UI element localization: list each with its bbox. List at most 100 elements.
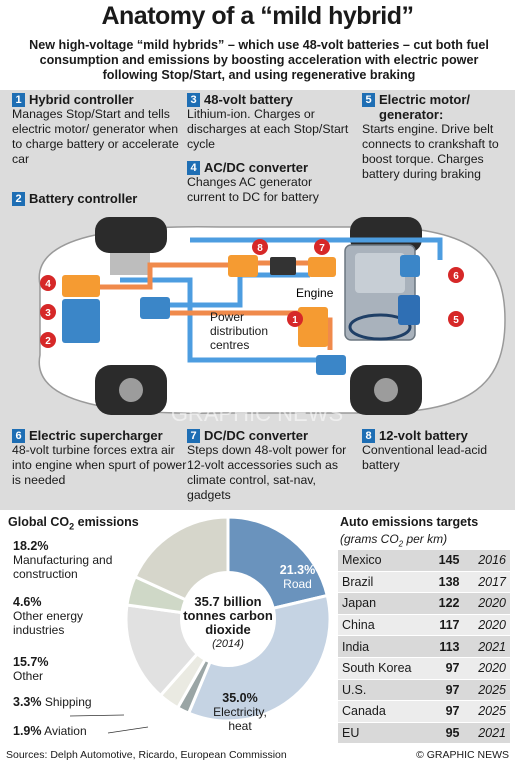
pie-label-manufacturing: 18.2% Manufacturing and construction bbox=[13, 539, 143, 581]
targets-title: Auto emissions targets bbox=[340, 515, 479, 529]
year-cell: 2025 bbox=[463, 700, 510, 723]
marker-6-text: 6 bbox=[453, 271, 459, 282]
pie-label-other: 15.7% Other bbox=[13, 655, 93, 683]
battery-12v-box bbox=[270, 257, 296, 275]
subtitle: New high-voltage “mild hybrids” – which … bbox=[29, 38, 489, 82]
car-diagram: Engine Power distribution centres 4 3 2 … bbox=[38, 217, 506, 425]
shipping-label: Shipping bbox=[44, 695, 92, 709]
targets-subtitle-text: (grams CO bbox=[340, 532, 399, 546]
energy-label: Other energy industries bbox=[13, 609, 84, 637]
table-row: Japan 122 2020 bbox=[338, 592, 510, 615]
pie-center-label: 35.7 billion tonnes carbon dioxide (2014… bbox=[178, 595, 278, 651]
callout-heading: 48-volt battery bbox=[204, 92, 293, 107]
energy-pct: 4.6% bbox=[13, 595, 42, 609]
table-row: Mexico 145 2016 bbox=[338, 550, 510, 572]
country-cell: China bbox=[338, 614, 426, 637]
table-row: South Korea 97 2020 bbox=[338, 657, 510, 680]
number-badge: 2 bbox=[12, 191, 25, 206]
aviation-pct: 1.9% bbox=[13, 724, 42, 738]
value-cell: 95 bbox=[426, 722, 464, 745]
watermark: GRAPHIC NEWS bbox=[171, 401, 343, 425]
pie-label-road: 21.3% Road bbox=[270, 563, 325, 591]
road-pct: 21.3% bbox=[279, 563, 316, 577]
callout-supercharger: 6 Electric supercharger 48-volt turbine f… bbox=[12, 428, 187, 488]
electricity-label: Electricity, heat bbox=[213, 705, 267, 733]
callout-text: Conventional lead-acid battery bbox=[362, 443, 488, 472]
marker-1-text: 1 bbox=[292, 315, 298, 326]
marker-4-text: 4 bbox=[45, 279, 51, 290]
value-cell: 113 bbox=[426, 635, 464, 658]
engine-block bbox=[344, 244, 420, 341]
pie-label-aviation: 1.9% Aviation bbox=[13, 724, 123, 738]
marker-1 bbox=[287, 311, 303, 327]
marker-4 bbox=[40, 275, 56, 291]
manufacturing-label: Manufacturing and construction bbox=[13, 553, 113, 581]
marker-5-text: 5 bbox=[453, 315, 459, 326]
year-cell: 2020 bbox=[463, 592, 510, 615]
battery-controller-box bbox=[140, 297, 170, 319]
callout-text: Starts engine. Drive belt connects to cr… bbox=[362, 122, 499, 181]
callout-text: Manages Stop/Start and tells electric mo… bbox=[12, 107, 179, 166]
year-cell: 2025 bbox=[463, 679, 510, 702]
road-label: Road bbox=[283, 577, 312, 591]
country-cell: Mexico bbox=[338, 550, 426, 572]
table-row: China 117 2020 bbox=[338, 614, 510, 637]
table-row: Canada 97 2025 bbox=[338, 700, 510, 723]
shipping-pct: 3.3% bbox=[13, 695, 42, 709]
year-cell: 2021 bbox=[463, 722, 510, 745]
number-badge: 6 bbox=[12, 428, 25, 443]
wheel-front-right bbox=[350, 217, 422, 253]
callout-heading: 12-volt battery bbox=[379, 428, 468, 443]
other-pct: 15.7% bbox=[13, 655, 49, 669]
targets-subtitle-end: per km) bbox=[403, 532, 448, 546]
year-cell: 2020 bbox=[463, 614, 510, 637]
number-badge: 7 bbox=[187, 428, 200, 443]
pie-label-electricity: 35.0% Electricity, heat bbox=[200, 691, 280, 733]
value-cell: 97 bbox=[426, 679, 464, 702]
targets-subtitle-sub: 2 bbox=[398, 539, 404, 549]
number-badge: 5 bbox=[362, 93, 375, 107]
value-cell: 117 bbox=[426, 614, 464, 637]
targets-table-body: Mexico 145 2016 Brazil 138 2017 Japan 122 2020 Ch… bbox=[338, 550, 510, 745]
emissions-title-end: emissions bbox=[74, 515, 139, 529]
country-cell: Japan bbox=[338, 592, 426, 615]
value-cell: 122 bbox=[426, 592, 464, 615]
callout-heading: Electric supercharger bbox=[29, 428, 163, 443]
pie-label-shipping: 3.3% Shipping bbox=[13, 695, 123, 709]
pie-label-energy: 4.6% Other energy industries bbox=[13, 595, 123, 637]
callout-48v-battery: 3 48-volt battery Lithium-ion. Charges or… bbox=[187, 92, 352, 152]
callout-heading: DC/DC converter bbox=[204, 428, 309, 443]
statistics-section: Global CO2 emissions 35.7 billion tonnes… bbox=[0, 511, 515, 765]
leader-aviation bbox=[107, 726, 149, 734]
wheel-rear-right bbox=[350, 365, 422, 415]
hybrid-controller-box bbox=[62, 275, 100, 297]
page-title: Anatomy of a “mild hybrid” bbox=[101, 2, 414, 30]
emissions-title-sub: 2 bbox=[69, 521, 75, 532]
emissions-title: Global CO2 emissions bbox=[8, 515, 139, 532]
pie-slice-electricity bbox=[186, 593, 332, 723]
callout-text: Lithium-ion. Charges or discharges at ea… bbox=[187, 107, 349, 151]
marker-3-text: 3 bbox=[45, 308, 51, 319]
number-badge: 3 bbox=[187, 92, 200, 107]
sources: Sources: Delph Automotive, Ricardo, Euro… bbox=[6, 749, 287, 761]
distribution-box bbox=[316, 355, 346, 375]
credit: © GRAPHIC NEWS bbox=[416, 749, 509, 761]
callout-dcdc-converter: 7 DC/DC converter Steps down 48-volt powe… bbox=[187, 428, 357, 503]
marker-3 bbox=[40, 304, 56, 320]
footer: Sources: Delph Automotive, Ricardo, Euro… bbox=[6, 749, 509, 761]
callout-heading: Electric motor/ generator: bbox=[379, 92, 471, 122]
marker-8-text: 8 bbox=[257, 243, 263, 254]
motor-generator-box bbox=[298, 307, 328, 347]
engine-label: Engine bbox=[296, 286, 334, 300]
table-row: Brazil 138 2017 bbox=[338, 571, 510, 594]
table-row: India 113 2021 bbox=[338, 635, 510, 658]
pdc-label-wrap: Power distribution centres bbox=[210, 310, 268, 352]
callout-heading: Battery controller bbox=[29, 191, 138, 206]
battery-48v-box bbox=[62, 299, 100, 343]
marker-7-text: 7 bbox=[319, 243, 325, 254]
value-cell: 97 bbox=[426, 700, 464, 723]
number-badge: 4 bbox=[187, 160, 200, 175]
country-cell: Brazil bbox=[338, 571, 426, 594]
targets-subtitle: (grams CO2 per km) bbox=[340, 532, 447, 548]
